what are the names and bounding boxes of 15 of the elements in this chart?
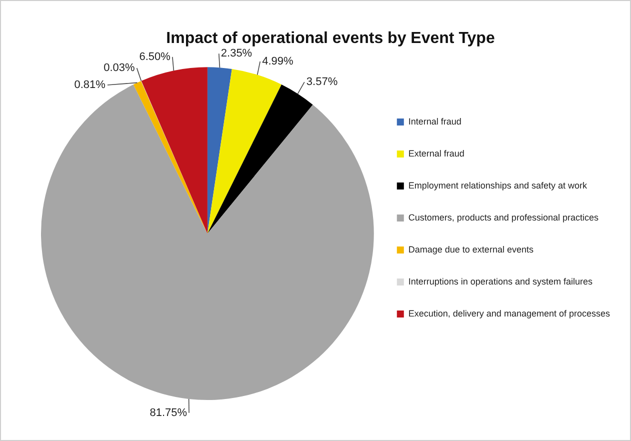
data-label: 81.75% xyxy=(150,406,188,419)
legend-label: Damage due to external events xyxy=(408,244,534,254)
data-label: 2.35% xyxy=(220,48,252,60)
data-label: 0.81% xyxy=(74,79,106,92)
chart-title: Impact of operational events by Event Type xyxy=(166,30,495,48)
data-label: 6.50% xyxy=(139,50,171,63)
data-label: 4.99% xyxy=(262,55,294,68)
data-label: 3.57% xyxy=(306,76,338,88)
legend-label: External fraud xyxy=(408,148,464,158)
legend-label: Internal fraud xyxy=(408,116,462,126)
legend-label: Interruptions in operations and system failures xyxy=(408,276,593,286)
legend-label: Employment relationships and safety at work xyxy=(408,180,588,190)
data-label: 0.03% xyxy=(104,62,136,74)
legend-label: Customers, products and professional practices xyxy=(408,212,599,222)
legend-label: Execution, delivery and management of processes xyxy=(408,308,610,318)
